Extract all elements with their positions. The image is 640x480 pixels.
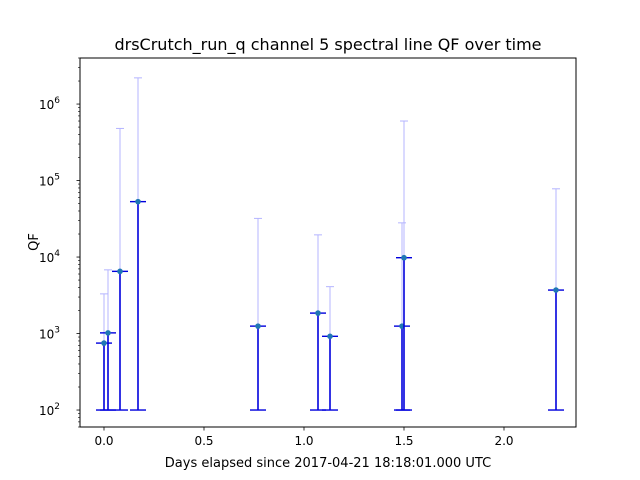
data-point [101,340,107,346]
error-bar-group [322,286,338,411]
data-point [401,254,407,261]
y-tick-label: 105 [39,173,60,189]
data-point [255,323,261,329]
error-bar-group [100,269,116,411]
y-tick-base: 10 [39,251,54,265]
y-tick-base: 10 [39,328,54,342]
y-tick-base: 10 [39,175,54,189]
x-axis-label: Days elapsed since 2017-04-21 18:18:01.0… [165,456,491,471]
axes-frame [79,57,577,428]
x-tick-label: 2.0 [494,434,513,448]
x-tick-label: 1.5 [394,434,413,448]
y-tick-label: 104 [39,249,60,265]
y-tick-base: 10 [39,98,54,112]
error-bar-group [112,127,128,411]
data-point [135,198,141,205]
y-tick-exponent: 2 [54,402,60,412]
error-bar-group [130,77,146,411]
error-bar-group [310,234,326,411]
error-bar-group [548,188,564,411]
error-bar-group [250,217,266,411]
y-axis-label: QF [27,233,42,251]
y-tick-exponent: 4 [54,249,60,259]
y-tick-exponent: 5 [54,173,60,183]
data-point [553,287,559,293]
y-tick-label: 103 [39,326,60,342]
error-bar-group [96,293,112,411]
y-tick-base: 10 [39,404,54,418]
y-tick-label: 102 [39,402,60,418]
y-tick-exponent: 3 [54,326,60,336]
data-point [327,333,333,340]
chart-title: drsCrutch_run_q channel 5 spectral line … [114,35,541,55]
x-tick-label: 0.0 [94,434,113,448]
y-tick-exponent: 6 [54,96,60,106]
error-bar-group [396,120,412,411]
y-tick-label: 106 [39,96,60,112]
x-tick-label: 1.0 [294,434,313,448]
data-point [315,310,321,316]
data-point [105,330,111,336]
x-tick-label: 0.5 [194,434,213,448]
plot-area [96,77,564,411]
data-point [117,268,123,275]
